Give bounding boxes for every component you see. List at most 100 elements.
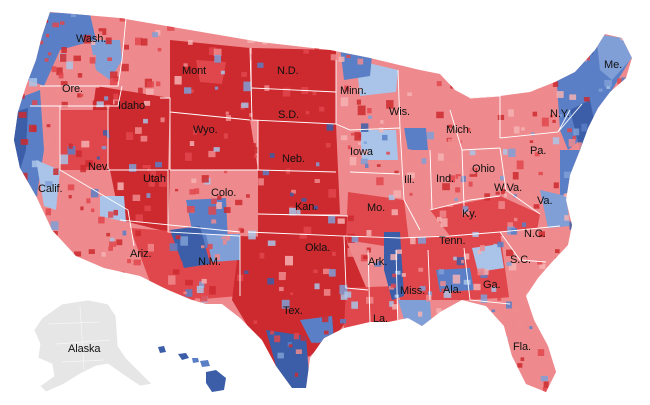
county xyxy=(437,216,442,222)
county xyxy=(246,194,250,198)
county xyxy=(512,307,519,314)
county xyxy=(44,58,49,62)
county xyxy=(200,273,207,279)
county xyxy=(341,371,347,376)
county xyxy=(20,94,25,99)
county xyxy=(189,385,196,392)
county xyxy=(521,92,525,96)
county xyxy=(569,221,576,230)
county xyxy=(172,269,180,275)
county xyxy=(38,31,43,36)
county xyxy=(140,135,148,142)
county xyxy=(579,189,585,194)
county xyxy=(491,309,496,313)
county xyxy=(17,70,23,77)
county xyxy=(264,85,270,91)
county xyxy=(510,228,518,235)
county xyxy=(21,172,28,182)
county xyxy=(183,63,188,67)
county xyxy=(418,311,423,317)
county xyxy=(174,76,182,85)
county xyxy=(590,51,594,55)
county xyxy=(467,165,476,175)
county xyxy=(49,287,57,297)
county xyxy=(447,284,452,288)
county xyxy=(538,171,543,176)
county xyxy=(570,339,575,344)
county xyxy=(138,323,144,331)
county xyxy=(222,51,229,57)
county xyxy=(98,28,107,35)
county-region xyxy=(404,128,428,150)
county xyxy=(564,215,569,221)
county xyxy=(494,20,500,27)
county xyxy=(467,215,475,224)
county xyxy=(426,295,432,302)
county xyxy=(64,391,70,392)
county xyxy=(434,229,438,232)
county xyxy=(604,155,610,161)
county xyxy=(386,353,393,360)
county xyxy=(553,315,560,323)
county xyxy=(228,351,234,358)
county xyxy=(354,132,362,141)
county xyxy=(431,314,437,319)
county-region xyxy=(170,112,258,170)
county xyxy=(621,77,628,83)
county xyxy=(540,391,547,392)
county xyxy=(616,328,625,336)
county xyxy=(607,203,615,210)
county xyxy=(373,258,378,263)
county xyxy=(606,85,611,89)
county xyxy=(552,137,560,145)
county xyxy=(214,86,219,90)
county xyxy=(538,231,545,238)
county xyxy=(52,22,59,28)
county xyxy=(620,236,628,243)
county xyxy=(313,205,318,210)
county xyxy=(111,165,118,173)
county xyxy=(303,49,309,54)
county xyxy=(108,296,117,304)
county xyxy=(395,270,401,275)
county xyxy=(38,170,45,177)
county xyxy=(523,390,529,392)
county xyxy=(104,275,108,279)
county xyxy=(516,160,524,170)
county xyxy=(414,14,421,21)
county xyxy=(129,164,137,172)
county xyxy=(242,355,248,362)
county xyxy=(20,139,29,145)
county xyxy=(559,114,563,117)
county xyxy=(92,100,97,106)
county xyxy=(317,177,323,184)
county xyxy=(85,160,94,167)
county xyxy=(18,111,27,118)
county xyxy=(558,344,567,351)
county xyxy=(80,164,86,173)
county xyxy=(135,252,139,256)
county xyxy=(570,259,577,266)
county xyxy=(552,81,559,87)
county xyxy=(279,286,284,292)
county xyxy=(630,320,632,327)
county xyxy=(324,330,329,335)
county xyxy=(319,106,325,112)
county xyxy=(50,221,59,231)
county xyxy=(68,143,73,149)
county xyxy=(175,235,181,240)
county xyxy=(579,14,588,24)
county xyxy=(510,389,515,392)
county xyxy=(308,176,316,185)
county xyxy=(60,21,65,25)
county xyxy=(522,222,527,227)
county xyxy=(495,40,503,47)
county xyxy=(91,40,96,45)
county xyxy=(247,108,251,112)
county xyxy=(191,178,197,183)
county xyxy=(274,335,281,343)
county xyxy=(214,317,218,321)
county xyxy=(451,327,460,335)
county xyxy=(357,58,364,65)
county xyxy=(467,127,471,132)
